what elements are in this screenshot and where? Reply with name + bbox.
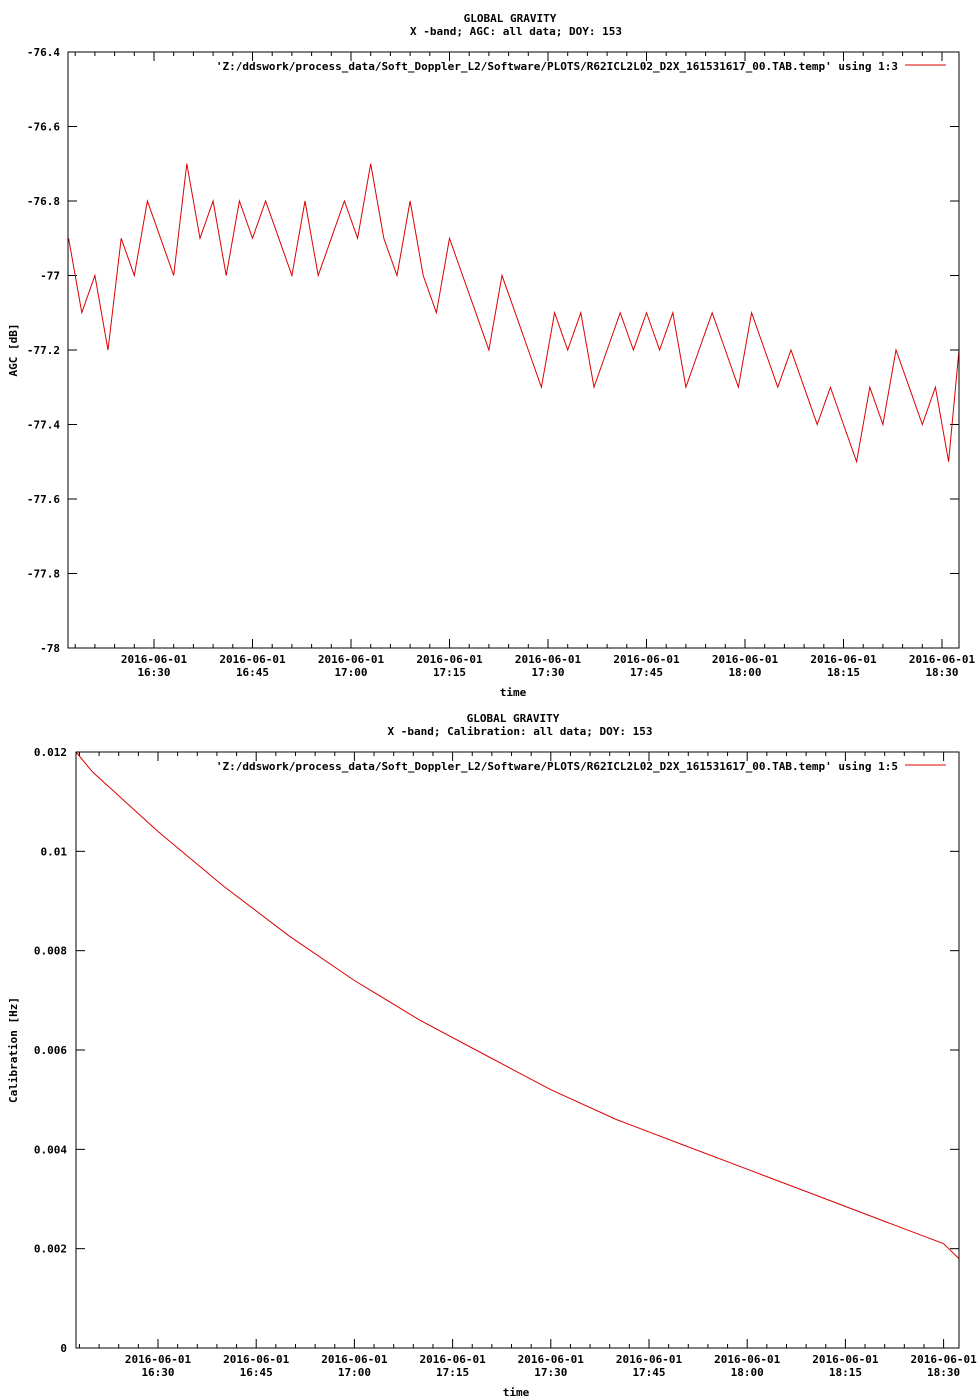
chart-title: GLOBAL GRAVITY [464,12,557,25]
x-tick-date: 2016-06-01 [321,1353,388,1366]
y-tick-label: 0.008 [34,945,67,958]
legend: 'Z:/ddswork/process_data/Soft_Doppler_L2… [216,760,946,773]
x-tick-date: 2016-06-01 [419,1353,486,1366]
tick-marks [68,51,959,649]
y-tick-label: 0.004 [34,1143,67,1156]
tick-marks [76,751,959,1349]
y-tick-label: 0.012 [34,746,67,759]
x-tick-date: 2016-06-01 [712,653,779,666]
x-tick-time: 17:00 [334,666,367,679]
x-tick-time: 17:15 [436,1366,469,1379]
x-tick-date: 2016-06-01 [515,653,582,666]
y-tick-label: -78 [40,642,60,655]
x-tick-date: 2016-06-01 [812,1353,879,1366]
x-tick-time: 18:00 [731,1366,764,1379]
x-tick-time: 16:45 [236,666,269,679]
x-tick-time: 18:15 [829,1366,862,1379]
y-tick-label: -76.6 [27,121,60,134]
chart-subtitle: X -band; Calibration: all data; DOY: 153 [388,725,653,738]
y-tick-label: -76.4 [27,46,60,59]
y-axis-label: AGC [dB] [7,324,20,377]
x-tick-date: 2016-06-01 [910,1353,977,1366]
x-tick-time: 17:30 [534,1366,567,1379]
x-tick-date: 2016-06-01 [810,653,877,666]
agc-series-line [68,163,960,464]
x-tick-date: 2016-06-01 [318,653,385,666]
x-axis-label: time [500,686,527,699]
x-tick-date: 2016-06-01 [416,653,483,666]
y-tick-label: 0.006 [34,1044,67,1057]
y-tick-label: -76.8 [27,195,60,208]
legend-label: 'Z:/ddswork/process_data/Soft_Doppler_L2… [216,60,898,73]
y-tick-label: -77.4 [27,419,60,432]
x-tick-date: 2016-06-01 [518,1353,585,1366]
y-tick-label: -77.2 [27,344,60,357]
x-tick-time: 17:45 [630,666,663,679]
y-tick-label: -77.6 [27,493,60,506]
x-tick-time: 16:30 [137,666,170,679]
x-tick-time: 17:15 [433,666,466,679]
x-tick-time: 18:00 [728,666,761,679]
y-tick-label: 0 [60,1342,67,1355]
x-tick-time: 16:30 [141,1366,174,1379]
legend: 'Z:/ddswork/process_data/Soft_Doppler_L2… [216,60,946,73]
calibration-chart: GLOBAL GRAVITY X -band; Calibration: all… [7,712,977,1399]
x-tick-time: 17:45 [632,1366,665,1379]
x-tick-time: 18:15 [827,666,860,679]
y-tick-label: -77 [40,270,60,283]
x-tick-labels: 2016-06-0116:302016-06-0116:452016-06-01… [125,1353,977,1379]
plot-frame [75,751,960,1349]
plot-frame [67,51,960,649]
x-tick-date: 2016-06-01 [613,653,680,666]
x-tick-date: 2016-06-01 [121,653,188,666]
x-tick-date: 2016-06-01 [223,1353,290,1366]
y-axis-label: Calibration [Hz] [7,997,20,1103]
y-tick-label: 0.002 [34,1243,67,1256]
calibration-series-line [75,751,960,1259]
agc-chart: GLOBAL GRAVITY X -band; AGC: all data; D… [7,12,975,699]
x-tick-date: 2016-06-01 [125,1353,192,1366]
y-tick-label: 0.01 [41,845,68,858]
x-axis-label: time [503,1386,530,1399]
chart-subtitle: X -band; AGC: all data; DOY: 153 [410,25,622,38]
x-tick-date: 2016-06-01 [714,1353,781,1366]
y-tick-label: -77.8 [27,568,60,581]
x-tick-time: 18:30 [925,666,958,679]
chart-title: GLOBAL GRAVITY [467,712,560,725]
x-tick-date: 2016-06-01 [909,653,976,666]
x-tick-date: 2016-06-01 [219,653,286,666]
y-tick-labels: -76.4 -76.6 -76.8 -77 -77.2 -77.4 -77.6 -77.8 -7… [27,46,60,655]
x-tick-time: 18:30 [927,1366,960,1379]
x-tick-time: 17:30 [531,666,564,679]
x-tick-labels: 2016-06-0116:302016-06-0116:452016-06-01… [121,653,976,679]
y-tick-labels: 0.012 0.01 0.008 0.006 0.004 0.002 0 [34,746,67,1355]
x-tick-time: 16:45 [240,1366,273,1379]
legend-label: 'Z:/ddswork/process_data/Soft_Doppler_L2… [216,760,898,773]
x-tick-date: 2016-06-01 [616,1353,683,1366]
x-tick-time: 17:00 [338,1366,371,1379]
